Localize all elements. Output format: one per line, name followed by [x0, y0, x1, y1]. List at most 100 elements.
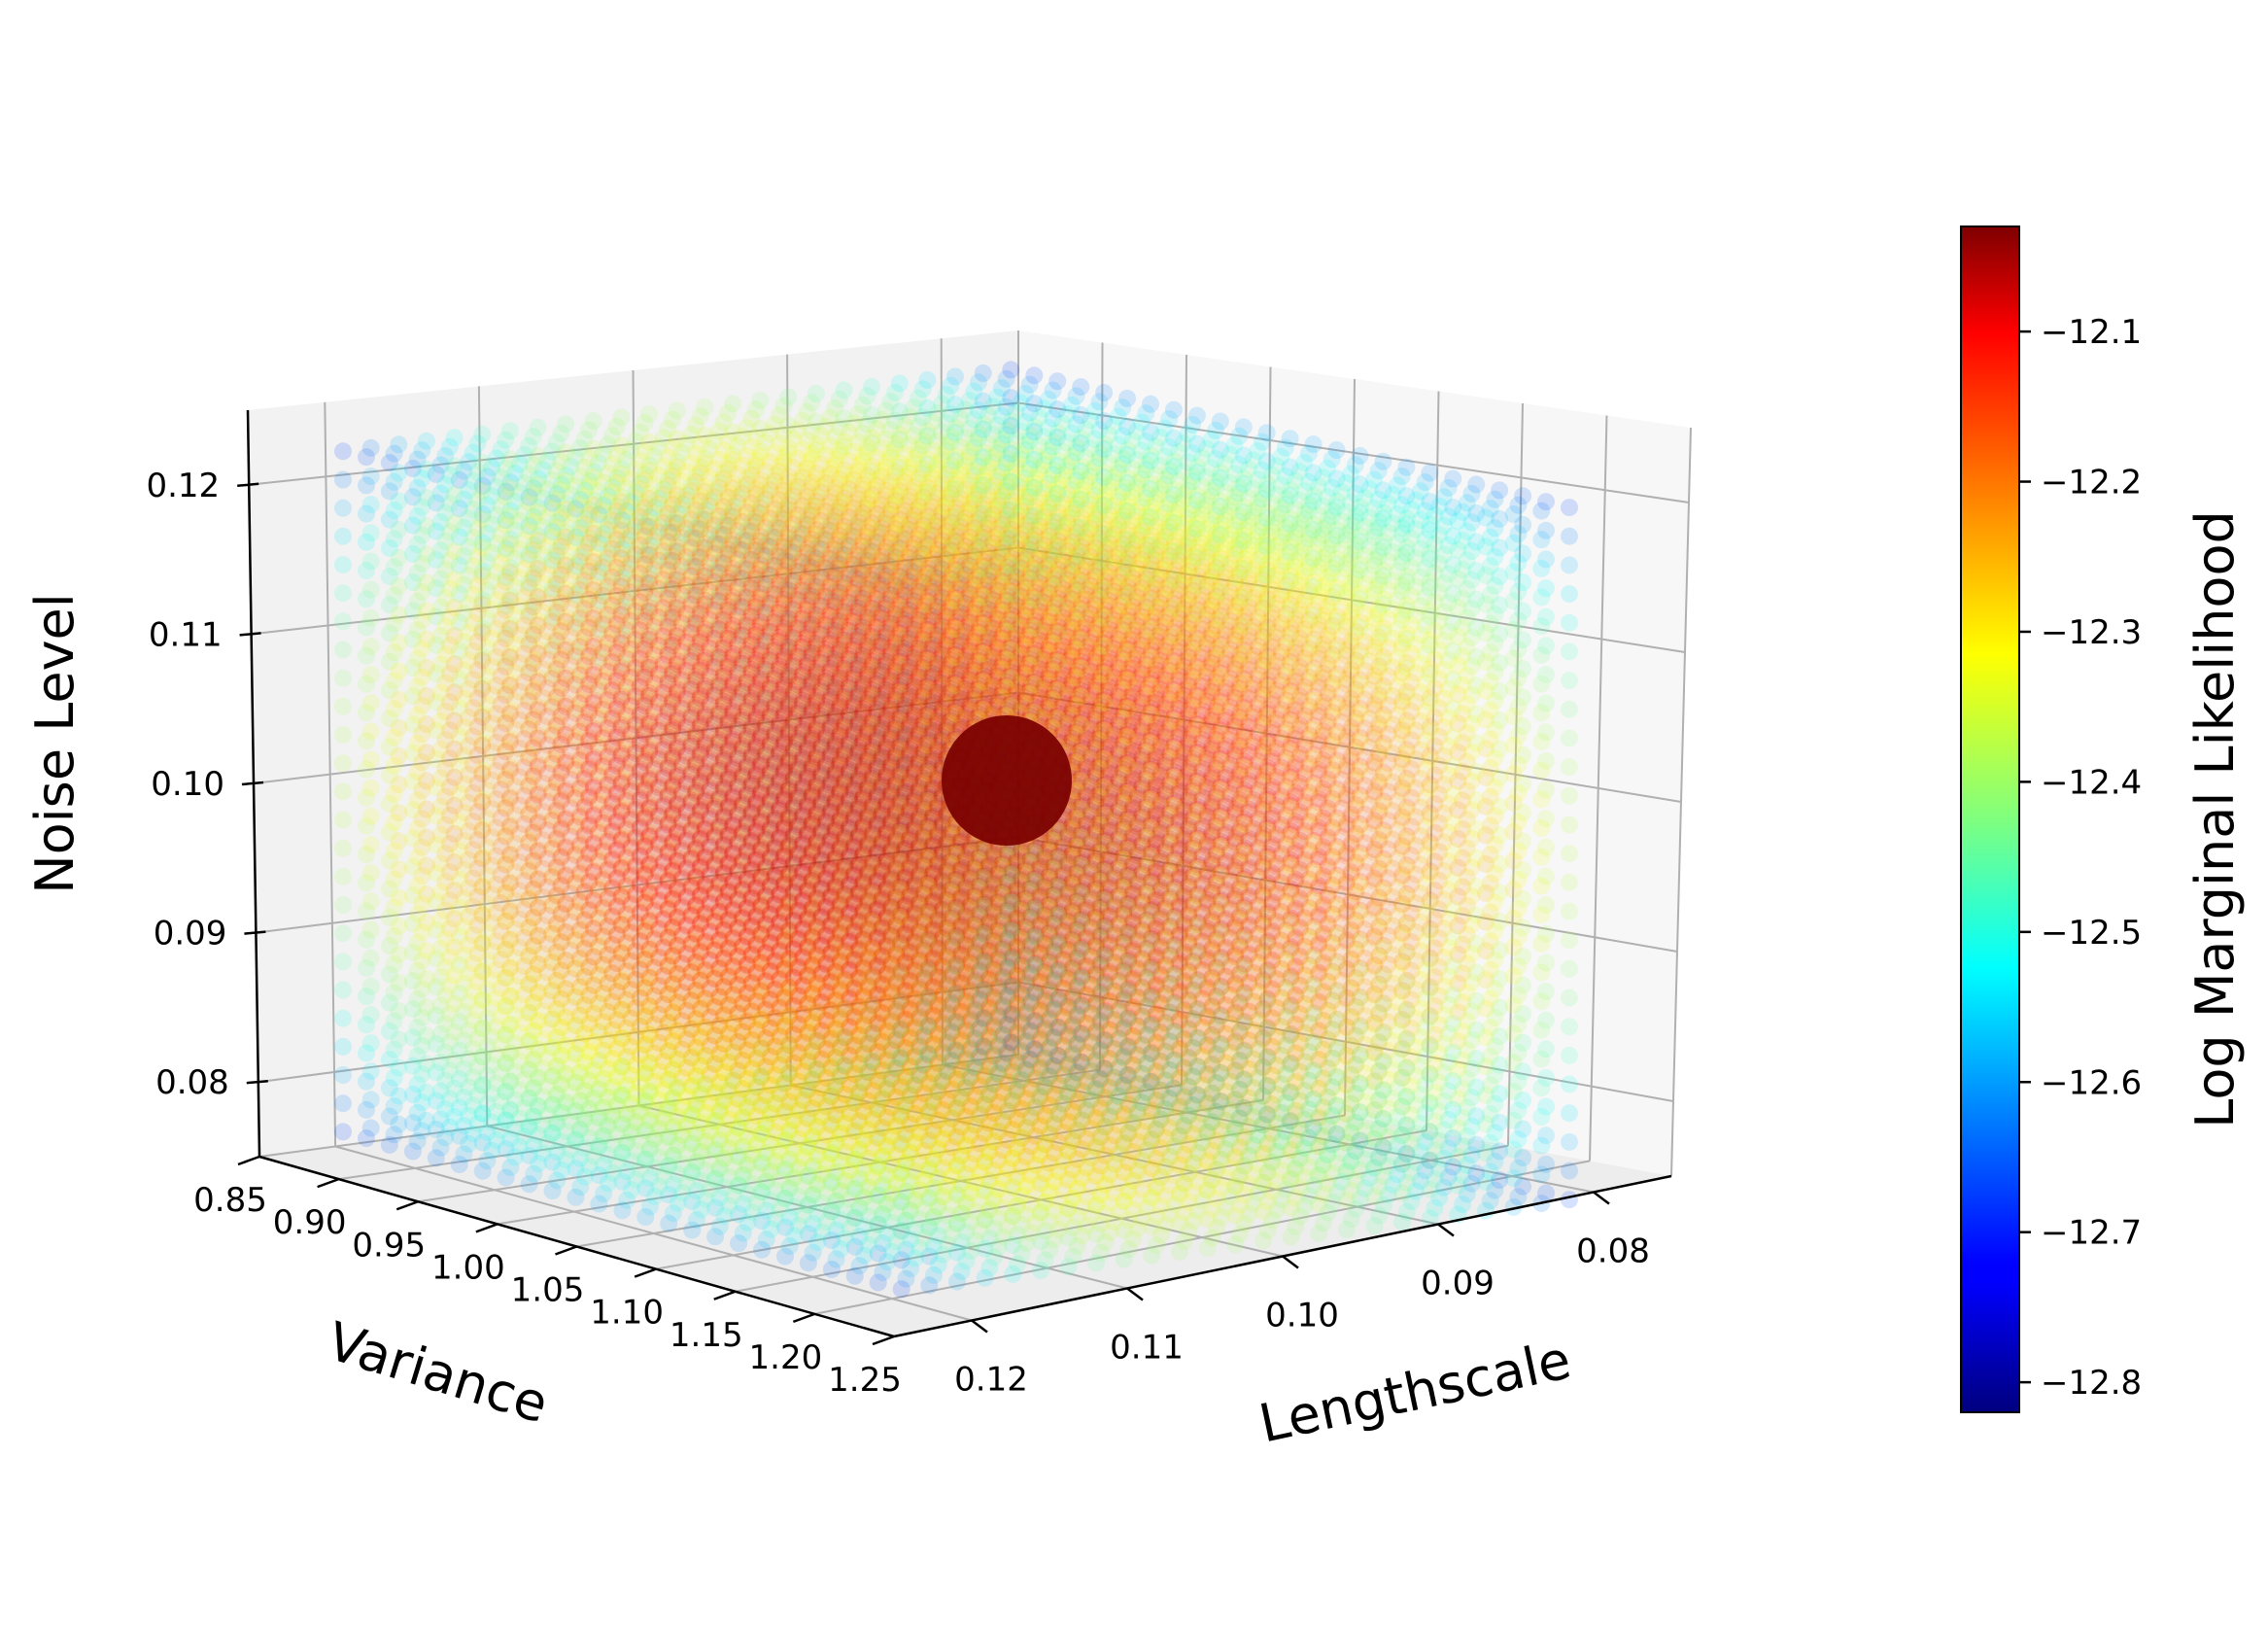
- scatter-point: [869, 720, 887, 738]
- scatter-point: [892, 1193, 911, 1211]
- scatter-point: [822, 912, 841, 930]
- scatter-point: [897, 950, 915, 968]
- scatter-point: [897, 891, 915, 910]
- scatter-point: [869, 1098, 887, 1117]
- scatter-point: [822, 766, 841, 784]
- scatter-point: [920, 1189, 939, 1207]
- scatter-point: [892, 1018, 911, 1036]
- scatter-point: [869, 1244, 887, 1263]
- scatter-point: [869, 633, 887, 651]
- scatter-point: [920, 1160, 939, 1178]
- scatter-point: [920, 1072, 939, 1091]
- scatter-point: [845, 859, 864, 878]
- scatter-point: [869, 1040, 887, 1058]
- scatter-point: [845, 1237, 864, 1256]
- scatter-point: [869, 1127, 887, 1146]
- scatter-point: [822, 883, 841, 901]
- scatter-point: [845, 976, 864, 994]
- scatter-point: [892, 1105, 911, 1124]
- scatter-point: [845, 918, 864, 936]
- scatter-point: [822, 1144, 841, 1162]
- scatter-point: [892, 1280, 911, 1299]
- scatter-point: [897, 600, 915, 618]
- scatter-point: [869, 749, 887, 767]
- scatter-point: [822, 592, 841, 610]
- right-pane: [1018, 330, 1691, 1176]
- scatter-point: [892, 755, 911, 774]
- scatter-point: [920, 1247, 939, 1266]
- scatter-point: [897, 775, 915, 793]
- scatter-point: [892, 726, 911, 745]
- scatter-point: [869, 1157, 887, 1175]
- scatter-point: [920, 606, 939, 624]
- scatter-point: [897, 1124, 915, 1142]
- scatter-point: [892, 1134, 911, 1153]
- scatter-point: [869, 807, 887, 825]
- scatter-point: [869, 1011, 887, 1029]
- scatter-point: [892, 843, 911, 861]
- scatter-point: [869, 865, 887, 884]
- scatter-point: [822, 563, 841, 581]
- scatter-point: [920, 1218, 939, 1236]
- scatter-point: [897, 979, 915, 997]
- scatter-point: [920, 1043, 939, 1061]
- scatter-point: [869, 1069, 887, 1088]
- scatter-point: [920, 1276, 939, 1295]
- scatter-point: [869, 691, 887, 709]
- scatter-point: [822, 1086, 841, 1104]
- scatter-point: [845, 1151, 864, 1168]
- scatter-point: [845, 801, 864, 819]
- scatter-point: [920, 1130, 939, 1149]
- scatter-point: [869, 953, 887, 971]
- scatter-point: [920, 693, 939, 711]
- scatter-point: [845, 627, 864, 645]
- scatter-point: [845, 1034, 864, 1053]
- scatter-point: [920, 576, 939, 595]
- scatter-point: [845, 1266, 864, 1285]
- scatter-point: [920, 1101, 939, 1120]
- scatter-point: [920, 868, 939, 886]
- scatter-point: [892, 1047, 911, 1065]
- left-pane: [248, 330, 1018, 1157]
- scatter-point: [822, 1202, 841, 1221]
- scatter-point: [920, 1014, 939, 1032]
- scatter-point: [897, 862, 915, 881]
- scatter-point: [822, 1173, 841, 1192]
- scatter-point: [897, 746, 915, 764]
- scatter-point: [897, 716, 915, 735]
- scatter-point: [845, 598, 864, 616]
- scatter-point: [869, 923, 887, 942]
- scatter-point: [892, 580, 911, 598]
- scatter-point: [892, 784, 911, 803]
- scatter-point: [822, 795, 841, 814]
- scatter-point: [897, 1182, 915, 1200]
- scatter-point: [892, 988, 911, 1007]
- scatter-point: [892, 901, 911, 919]
- scatter-point: [822, 650, 841, 668]
- floor-pane: [259, 1055, 1671, 1336]
- scatter-point: [845, 888, 864, 907]
- scatter-point: [892, 697, 911, 715]
- scatter-point: [897, 804, 915, 822]
- scatter-point: [845, 743, 864, 761]
- scatter-point: [897, 1211, 915, 1230]
- scatter-point: [920, 664, 939, 682]
- scatter-point: [845, 1122, 864, 1140]
- grid-lines: [249, 330, 1692, 1337]
- scatter-point: [892, 930, 911, 949]
- scatter-point: [845, 656, 864, 674]
- scatter-point: [845, 1063, 864, 1082]
- scatter-point: [845, 947, 864, 965]
- scatter-point: [845, 1208, 864, 1227]
- scatter-point: [822, 1115, 841, 1133]
- scatter-point: [869, 662, 887, 679]
- scatter-point: [869, 1186, 887, 1204]
- scatter-point: [897, 1240, 915, 1259]
- scatter-point: [920, 751, 939, 770]
- scatter-point: [892, 814, 911, 832]
- scatter-point: [845, 685, 864, 703]
- scatter-point: [897, 1037, 915, 1055]
- scatter-point: [845, 1092, 864, 1111]
- scatter-point: [920, 897, 939, 916]
- scatter-point: [897, 658, 915, 676]
